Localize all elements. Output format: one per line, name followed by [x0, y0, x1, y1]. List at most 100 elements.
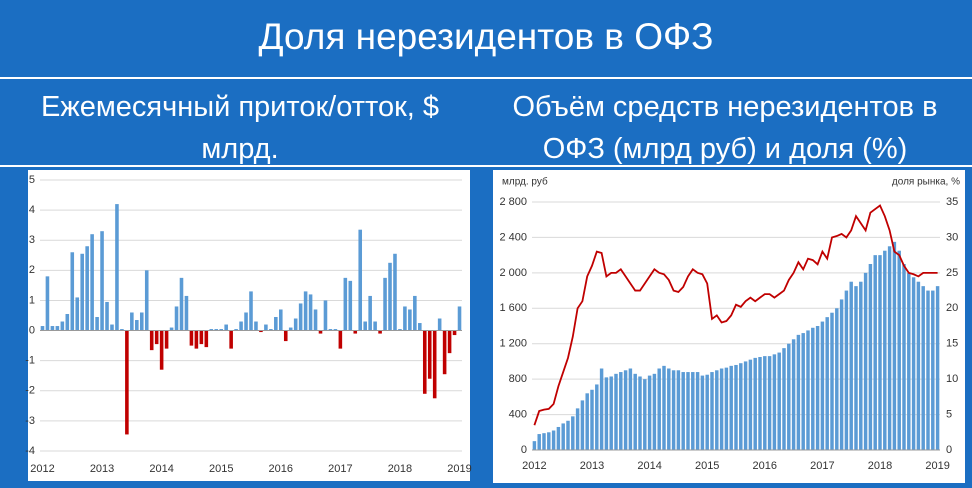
bar	[55, 326, 60, 331]
bar	[442, 330, 447, 375]
bar	[883, 250, 887, 450]
bar	[75, 297, 80, 331]
bar	[643, 379, 647, 450]
bar	[125, 330, 129, 435]
bar	[244, 312, 248, 331]
subtitle: Объём средств нерезидентов в ОФЗ (млрд р…	[512, 91, 938, 165]
bar	[921, 286, 925, 450]
bar	[801, 333, 805, 450]
bar	[892, 241, 897, 450]
x-tick-label: 2014	[149, 463, 173, 475]
bar	[234, 329, 238, 331]
bar	[422, 330, 427, 394]
bar	[729, 365, 733, 450]
bar	[647, 375, 652, 450]
bar	[739, 363, 743, 450]
x-tick-label: 2015	[695, 460, 719, 472]
bar	[383, 277, 387, 331]
x-tick-label: 2013	[580, 460, 604, 472]
y-tick-label: 1	[29, 294, 35, 306]
bar	[204, 330, 209, 348]
bar	[806, 330, 810, 450]
bar	[120, 329, 124, 331]
bar	[154, 330, 159, 345]
bar	[863, 272, 868, 450]
bar	[159, 330, 164, 370]
y-tick-label: 2 400	[499, 231, 527, 243]
y-tick-label: 0	[521, 444, 527, 456]
x-tick-label: 2013	[90, 463, 114, 475]
bar	[139, 312, 144, 331]
bar	[931, 290, 935, 450]
bar	[887, 246, 892, 450]
bar	[219, 329, 223, 331]
bar	[199, 330, 204, 345]
bar	[547, 432, 551, 450]
bar	[214, 329, 219, 331]
bar	[45, 276, 50, 331]
bar	[388, 262, 392, 331]
bar	[691, 372, 695, 450]
y2-tick-label: 35	[946, 196, 958, 208]
bar	[556, 426, 561, 450]
bar	[767, 356, 772, 450]
bar	[633, 373, 637, 450]
bar	[169, 327, 174, 331]
x-tick-label: 2016	[269, 463, 293, 475]
y2-tick-label: 20	[946, 302, 958, 314]
bar	[393, 253, 397, 331]
y2-tick-label: 15	[946, 338, 958, 350]
bar	[825, 317, 829, 450]
y-tick-label: 3	[29, 234, 35, 246]
bar	[575, 408, 580, 450]
bar	[796, 334, 801, 450]
bar	[348, 280, 353, 331]
bar	[90, 234, 94, 331]
bar	[873, 255, 877, 450]
bar	[820, 321, 825, 450]
bar	[748, 359, 753, 450]
bar	[85, 246, 89, 331]
bar	[580, 400, 585, 450]
bar	[432, 330, 437, 399]
y-tick-label: -2	[25, 385, 35, 397]
bar	[269, 329, 273, 331]
bar	[353, 330, 358, 334]
x-tick-label: 2015	[209, 463, 233, 475]
bar	[758, 357, 762, 450]
bar	[418, 323, 422, 331]
y-tick-label: 2	[29, 264, 35, 276]
y-tick-label: 400	[509, 408, 527, 420]
bar	[724, 367, 729, 450]
y-tick-label: -3	[25, 415, 35, 427]
bar	[179, 277, 184, 331]
slide-title: Доля нерезидентов в ОФЗ	[258, 16, 714, 57]
bar	[811, 327, 815, 450]
bar	[599, 368, 604, 450]
bar	[705, 374, 709, 450]
bar	[194, 330, 199, 349]
bar	[328, 329, 333, 331]
y2-tick-label: 0	[946, 444, 952, 456]
bar	[782, 348, 786, 450]
bar	[427, 330, 432, 379]
bar	[239, 321, 243, 331]
bar	[537, 434, 541, 450]
bar	[542, 433, 546, 450]
bar	[149, 330, 154, 351]
bar	[457, 306, 462, 331]
bar	[619, 372, 623, 450]
bar	[566, 420, 570, 450]
bar	[839, 299, 844, 450]
y-tick-label: 1 200	[499, 338, 527, 350]
bar	[164, 330, 169, 349]
bar	[318, 330, 323, 334]
bar	[224, 324, 228, 331]
bar	[249, 291, 253, 331]
bar	[254, 321, 258, 331]
bar	[662, 365, 666, 450]
bar	[403, 306, 407, 331]
bar	[657, 368, 661, 450]
